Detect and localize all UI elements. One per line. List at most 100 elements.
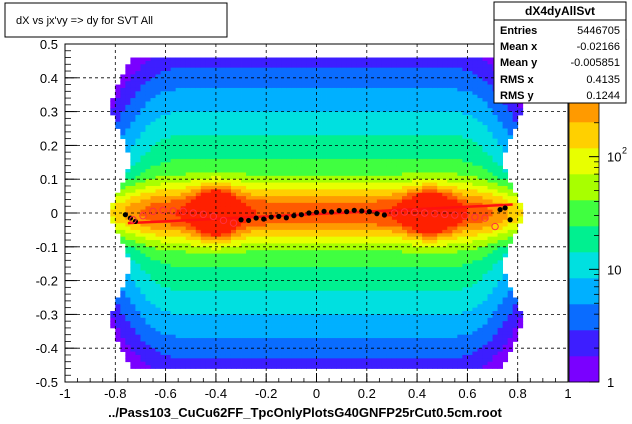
heatmap-cell — [230, 74, 237, 79]
heatmap-cell — [130, 283, 136, 288]
heatmap-cell — [150, 135, 156, 140]
heatmap-cell — [125, 172, 131, 177]
heatmap-cell — [331, 145, 338, 150]
heatmap-cell — [301, 192, 307, 197]
heatmap-cell — [145, 172, 151, 177]
heatmap-cell — [346, 135, 353, 140]
heatmap-cell — [371, 77, 378, 82]
heatmap-cell — [170, 354, 177, 359]
heatmap-cell — [296, 155, 302, 160]
heatmap-cell — [210, 152, 217, 156]
heatmap-cell — [336, 121, 343, 126]
heatmap-cell — [321, 165, 327, 170]
heatmap-cell — [366, 358, 373, 363]
heatmap-cell — [361, 142, 368, 146]
heatmap-cell — [175, 125, 182, 129]
heatmap-cell — [356, 287, 363, 292]
heatmap-cell — [130, 84, 136, 89]
heatmap-cell — [301, 209, 307, 214]
heatmap-cell — [241, 317, 247, 322]
heatmap-cell — [356, 240, 363, 244]
heatmap-cell — [331, 206, 338, 211]
heatmap-cell — [215, 87, 222, 92]
heatmap-cell — [241, 256, 247, 261]
heatmap-cell — [150, 253, 156, 258]
heatmap-cell — [246, 152, 252, 156]
heatmap-cell — [346, 158, 353, 163]
heatmap-cell — [215, 209, 222, 214]
heatmap-cell — [281, 108, 287, 112]
heatmap-cell — [366, 267, 373, 271]
heatmap-cell — [311, 71, 317, 75]
heatmap-cell — [165, 172, 172, 177]
heatmap-cell — [130, 87, 136, 92]
heatmap-cell — [291, 185, 297, 190]
heatmap-cell — [195, 169, 202, 173]
heatmap-cell — [140, 213, 146, 217]
heatmap-cell — [165, 111, 172, 116]
heatmap-cell — [321, 138, 327, 143]
heatmap-cell — [371, 125, 378, 129]
heatmap-cell — [271, 344, 277, 349]
heatmap-cell — [381, 361, 388, 366]
heatmap-cell — [296, 165, 302, 170]
heatmap-cell — [361, 233, 368, 238]
heatmap-cell — [356, 175, 363, 180]
heatmap-cell — [125, 185, 131, 190]
heatmap-cell — [361, 307, 368, 312]
heatmap-cell — [256, 185, 262, 190]
heatmap-cell — [140, 250, 146, 254]
heatmap-cell — [155, 314, 161, 319]
heatmap-cell — [296, 365, 302, 369]
heatmap-cell — [361, 165, 368, 170]
heatmap-cell — [386, 71, 393, 75]
heatmap-cell — [150, 60, 156, 65]
heatmap-cell — [356, 179, 363, 183]
heatmap-cell — [356, 354, 363, 359]
heatmap-cell — [306, 57, 312, 62]
heatmap-cell — [286, 229, 292, 234]
heatmap-cell — [366, 64, 373, 69]
heatmap-cell — [376, 297, 383, 302]
heatmap-cell — [175, 87, 182, 92]
heatmap-cell — [296, 182, 302, 187]
heatmap-cell — [225, 358, 232, 363]
heatmap-cell — [371, 165, 378, 170]
heatmap-cell — [326, 250, 332, 254]
heatmap-cell — [356, 317, 363, 322]
heatmap-cell — [246, 135, 252, 140]
heatmap-cell — [276, 185, 282, 190]
heatmap-cell — [381, 280, 388, 285]
heatmap-cell — [230, 287, 237, 292]
heatmap-cell — [326, 131, 332, 136]
heatmap-cell — [215, 84, 222, 89]
heatmap-cell — [195, 175, 202, 180]
heatmap-cell — [150, 108, 156, 112]
heatmap-cell — [150, 192, 156, 197]
heatmap-cell — [316, 145, 322, 150]
heatmap-cell — [321, 246, 327, 251]
heatmap-cell — [165, 256, 172, 261]
heatmap-cell — [356, 260, 363, 265]
heatmap-cell — [271, 327, 277, 332]
heatmap-cell — [115, 324, 121, 329]
heatmap-cell — [135, 361, 141, 366]
heatmap-cell — [301, 101, 307, 106]
heatmap-cell — [266, 138, 272, 143]
heatmap-cell — [160, 158, 166, 163]
heatmap-cell — [276, 108, 282, 112]
heatmap-cell — [266, 358, 272, 363]
heatmap-cell — [331, 189, 338, 194]
heatmap-cell — [140, 172, 146, 177]
heatmap-cell — [130, 101, 136, 106]
heatmap-cell — [311, 277, 317, 281]
heatmap-cell — [336, 128, 343, 133]
heatmap-cell — [190, 189, 197, 194]
heatmap-cell — [386, 67, 393, 72]
heatmap-cell — [346, 60, 353, 65]
heatmap-cell — [326, 294, 332, 298]
heatmap-cell — [220, 256, 227, 261]
heatmap-cell — [381, 135, 388, 140]
heatmap-cell — [346, 155, 353, 160]
heatmap-cell — [366, 226, 373, 231]
